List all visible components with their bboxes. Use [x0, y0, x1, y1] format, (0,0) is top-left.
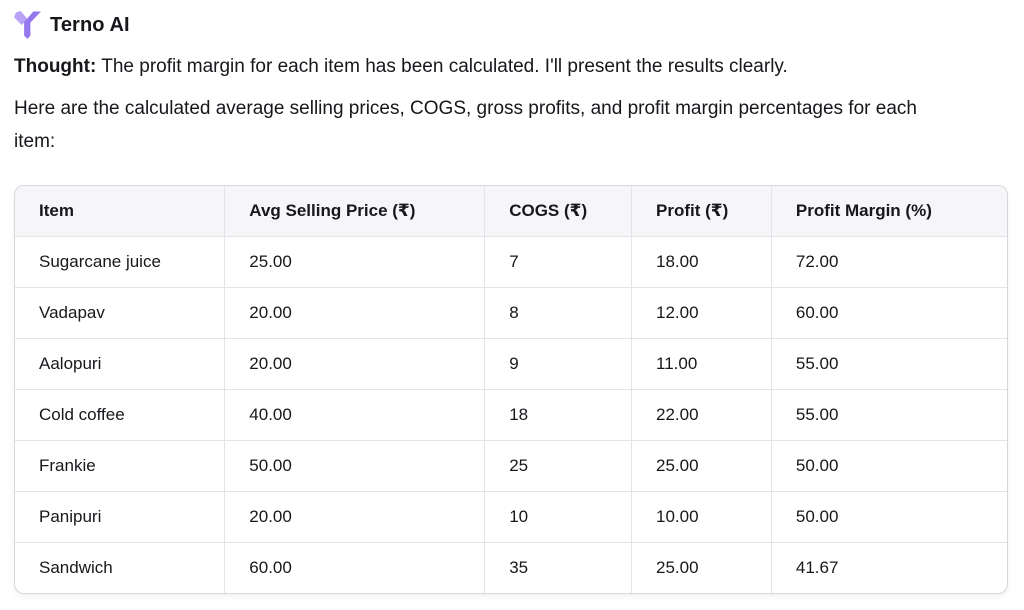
table-row: Vadapav 20.00 8 12.00 60.00 — [15, 288, 1007, 339]
value-cell: 20.00 — [225, 492, 486, 543]
column-header-3: Profit (₹) — [632, 186, 772, 237]
item-cell: Aalopuri — [15, 339, 226, 390]
thought-text: The profit margin for each item has been… — [96, 56, 788, 77]
value-cell: 40.00 — [225, 390, 486, 441]
value-cell: 10.00 — [632, 492, 772, 543]
value-cell: 18.00 — [632, 237, 772, 288]
results-table-card: Item Avg Selling Price (₹) COGS (₹) Profit … — [14, 185, 1008, 594]
chat-response: Terno AI Thought: The profit margin for … — [14, 8, 1008, 594]
table-row: Panipuri 20.00 10 10.00 50.00 — [15, 492, 1007, 543]
value-cell: 20.00 — [225, 339, 486, 390]
item-cell: Sugarcane juice — [15, 237, 226, 288]
table-header-row: Item Avg Selling Price (₹) COGS (₹) Profit … — [15, 186, 1007, 237]
item-cell: Cold coffee — [15, 390, 226, 441]
column-header-2: COGS (₹) — [485, 186, 632, 237]
value-cell: 22.00 — [632, 390, 772, 441]
table-row: Frankie 50.00 25 25.00 50.00 — [15, 441, 1007, 492]
value-cell: 55.00 — [771, 390, 1007, 441]
value-cell: 35 — [485, 543, 632, 593]
item-cell: Vadapav — [15, 288, 226, 339]
value-cell: 11.00 — [632, 339, 772, 390]
value-cell: 20.00 — [225, 288, 486, 339]
item-cell: Frankie — [15, 441, 226, 492]
thought-line: Thought: The profit margin for each item… — [14, 52, 1008, 82]
app-name: Terno AI — [50, 13, 130, 36]
column-header-0: Item — [15, 186, 226, 237]
table-row: Aalopuri 20.00 9 11.00 55.00 — [15, 339, 1007, 390]
table-row: Cold coffee 40.00 18 22.00 55.00 — [15, 390, 1007, 441]
table-row: Sandwich 60.00 35 25.00 41.67 — [15, 543, 1007, 593]
value-cell: 8 — [485, 288, 632, 339]
value-cell: 50.00 — [225, 441, 486, 492]
column-header-1: Avg Selling Price (₹) — [225, 186, 486, 237]
value-cell: 41.67 — [795, 558, 839, 577]
item-cell: Panipuri — [15, 492, 226, 543]
item-cell: Sandwich — [15, 543, 226, 593]
table-body: Sugarcane juice 25.00 7 18.00 72.00 Vadapav 20… — [15, 237, 1007, 593]
column-header-4: Profit Margin (%) — [771, 186, 1007, 237]
value-cell: 60.00 — [771, 288, 1007, 339]
value-cell: 25.00 — [632, 441, 772, 492]
value-cell: 55.00 — [771, 339, 1007, 390]
value-cell: 9 — [485, 339, 632, 390]
thought-label: Thought: — [14, 56, 97, 77]
app-brand: Terno AI — [14, 8, 1008, 42]
value-cell: 7 — [485, 237, 632, 288]
value-cell: 25 — [485, 441, 632, 492]
value-cell: 60.00 — [225, 543, 486, 593]
value-cell: 10 — [485, 492, 632, 543]
value-cell: 18 — [485, 390, 632, 441]
value-cell: 72.00 — [771, 237, 1007, 288]
profit-margin-table: Item Avg Selling Price (₹) COGS (₹) Profit … — [15, 186, 1007, 593]
intro-paragraph: Here are the calculated average selling … — [14, 98, 917, 152]
value-cell: 25.00 — [632, 543, 772, 593]
table-row: Sugarcane juice 25.00 7 18.00 72.00 — [15, 237, 1007, 288]
value-cell: 12.00 — [632, 288, 772, 339]
terno-logo-icon — [14, 11, 41, 39]
value-cell: 25.00 — [225, 237, 486, 288]
value-cell: 50.00 — [771, 441, 1007, 492]
value-cell: 50.00 — [771, 492, 1007, 543]
